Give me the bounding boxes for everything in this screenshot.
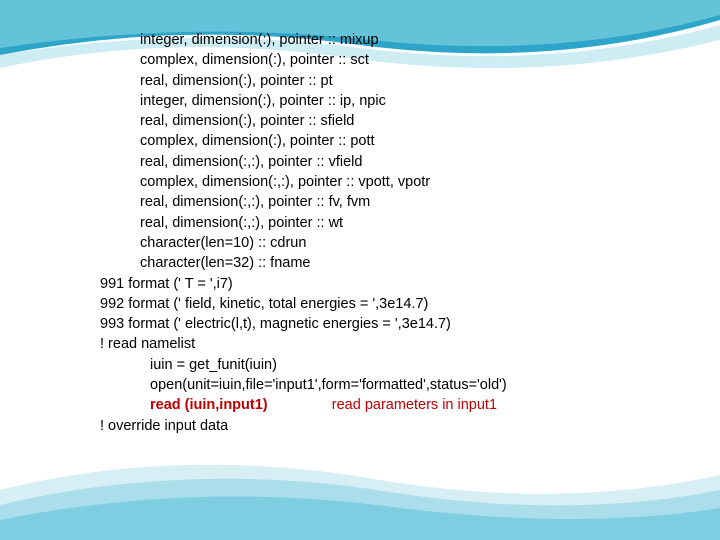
code-line: character(len=32) :: fname <box>100 253 507 273</box>
code-line: integer, dimension(:), pointer :: ip, np… <box>100 91 507 111</box>
code-line: 991 format (' T = ',i7) <box>100 274 507 294</box>
code-listing: integer, dimension(:), pointer :: mixup … <box>100 30 507 436</box>
code-line: real, dimension(:,:), pointer :: vfield <box>100 152 507 172</box>
code-line: character(len=10) :: cdrun <box>100 233 507 253</box>
code-line: 992 format (' field, kinetic, total ener… <box>100 294 507 314</box>
code-line: real, dimension(:), pointer :: sfield <box>100 111 507 131</box>
code-line: complex, dimension(:), pointer :: sct <box>100 50 507 70</box>
highlighted-code: read (iuin,input1) <box>150 397 268 413</box>
code-line: read (iuin,input1) read parameters in in… <box>100 395 507 415</box>
code-line: real, dimension(:,:), pointer :: fv, fvm <box>100 192 507 212</box>
code-line: real, dimension(:), pointer :: pt <box>100 71 507 91</box>
code-line: open(unit=iuin,file='input1',form='forma… <box>100 375 507 395</box>
decorative-wave-bottom <box>0 430 720 540</box>
code-line: ! read namelist <box>100 334 507 354</box>
code-line: ! override input data <box>100 416 507 436</box>
code-line: 993 format (' electric(l,t), magnetic en… <box>100 314 507 334</box>
code-line: complex, dimension(:,:), pointer :: vpot… <box>100 172 507 192</box>
code-line: integer, dimension(:), pointer :: mixup <box>100 30 507 50</box>
code-line: complex, dimension(:), pointer :: pott <box>100 131 507 151</box>
code-line: real, dimension(:,:), pointer :: wt <box>100 213 507 233</box>
code-line: iuin = get_funit(iuin) <box>100 355 507 375</box>
highlighted-comment: read parameters in input1 <box>292 397 497 413</box>
